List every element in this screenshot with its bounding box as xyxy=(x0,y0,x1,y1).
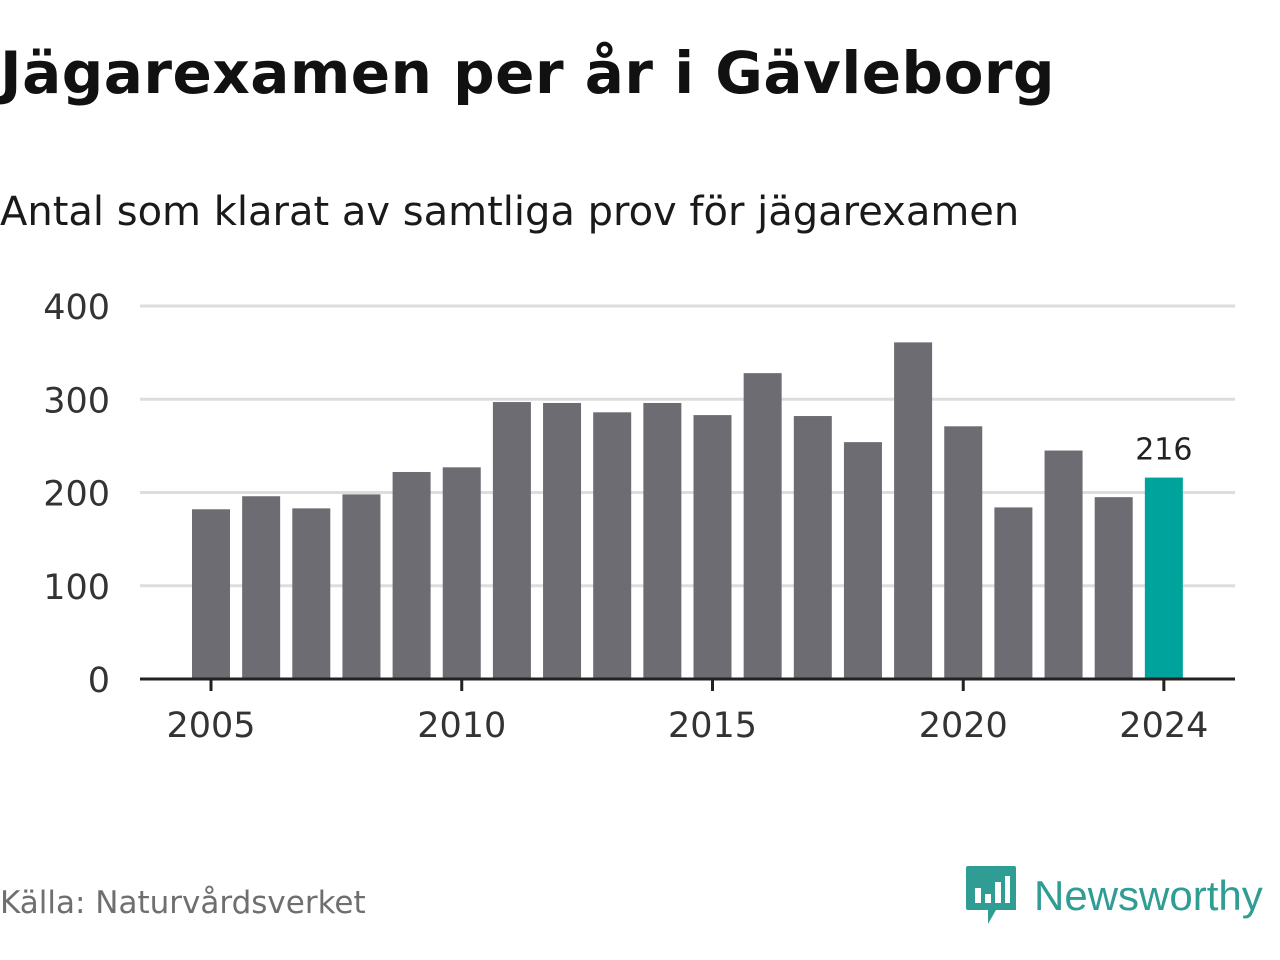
source-note: Källa: Naturvårdsverket xyxy=(0,885,366,921)
bar-2014 xyxy=(643,402,682,679)
x-tick-label: 2015 xyxy=(668,706,757,746)
bar-2006 xyxy=(242,496,281,679)
bar-2010 xyxy=(442,467,481,679)
bar-2007 xyxy=(292,508,331,679)
chart-title: Jägarexamen per år i Gävleborg xyxy=(0,39,1056,107)
bar-2023 xyxy=(1094,497,1133,679)
bar-2018 xyxy=(843,442,882,679)
bar-2009 xyxy=(392,471,431,679)
bar-chart: 0 100 200 300 400 2005 2010 2015 2020 2024 216 xyxy=(43,288,1235,746)
bar-2017 xyxy=(793,416,832,679)
brand-logo[interactable]: Newsworthy xyxy=(966,866,1263,926)
bar-2012 xyxy=(543,402,582,679)
y-tick-label: 200 xyxy=(43,475,110,515)
y-tick-label: 100 xyxy=(43,568,110,608)
data-label: 216 xyxy=(1135,433,1192,468)
bar-2015 xyxy=(693,415,732,679)
bar-2021 xyxy=(994,507,1033,679)
bar-2022 xyxy=(1044,450,1083,679)
x-tick-label: 2024 xyxy=(1119,706,1208,746)
labels: 0 100 200 300 400 2005 2010 2015 2020 2024 216 xyxy=(43,288,1208,746)
bar-2013 xyxy=(593,412,632,679)
y-tick-label: 0 xyxy=(88,661,110,701)
x-tick-label: 2010 xyxy=(417,706,506,746)
y-tick-label: 300 xyxy=(43,381,110,421)
bar-2024 xyxy=(1144,477,1183,679)
bar-2005 xyxy=(192,509,230,679)
bar-2008 xyxy=(342,494,381,679)
bar-2019 xyxy=(894,342,933,679)
newsworthy-logo-icon xyxy=(966,866,1016,924)
bar-2016 xyxy=(743,373,782,679)
y-tick-label: 400 xyxy=(43,288,110,328)
x-tick-label: 2020 xyxy=(919,706,1008,746)
bar-2020 xyxy=(944,426,983,679)
chart-subtitle: Antal som klarat av samtliga prov för jä… xyxy=(0,189,1020,235)
axes xyxy=(140,677,1235,691)
x-tick-label: 2005 xyxy=(166,706,255,746)
brand-name: Newsworthy xyxy=(1034,872,1263,919)
bar-2011 xyxy=(492,402,531,679)
bars xyxy=(192,342,1183,679)
